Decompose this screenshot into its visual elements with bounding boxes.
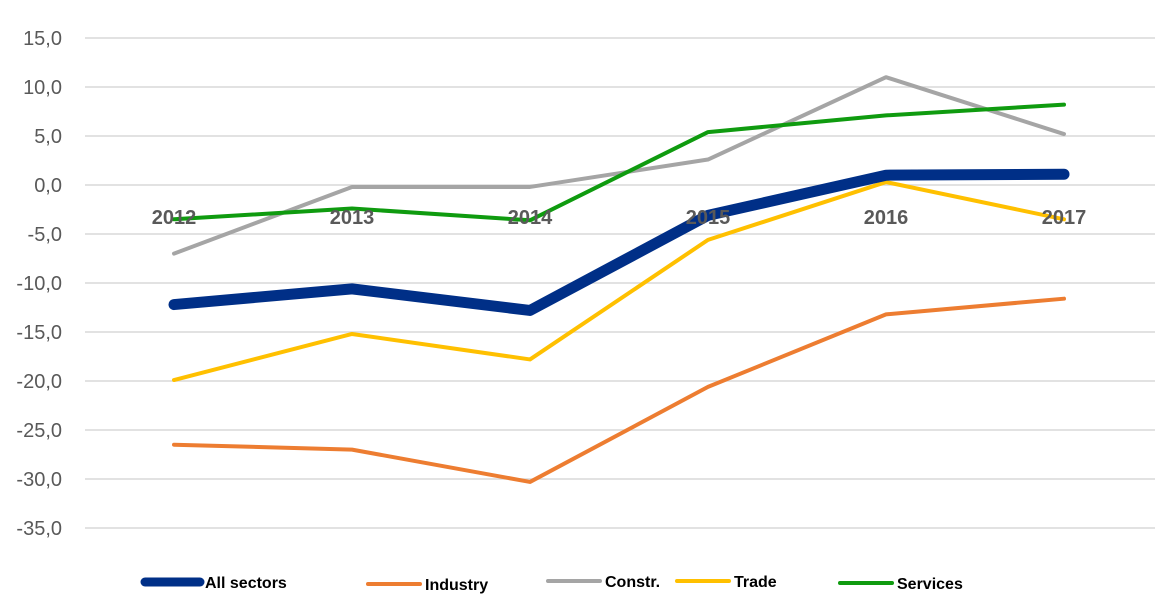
y-tick-label: 5,0 <box>34 126 62 148</box>
legend-label-constr: Constr. <box>605 574 660 591</box>
y-tick-label: -20,0 <box>16 371 62 393</box>
legend: All sectors Industry Constr. Trade Services <box>140 574 963 594</box>
legend-label-all-sectors: All sectors <box>205 575 287 592</box>
x-tick-label: 2015 <box>686 207 731 229</box>
y-tick-label: 10,0 <box>23 77 62 99</box>
series-line-all-sectors <box>168 168 1070 316</box>
x-axis-ticks: 2012 2013 2014 2015 2016 2017 <box>152 207 1087 229</box>
y-tick-label: -15,0 <box>16 322 62 344</box>
legend-label-services: Services <box>897 576 963 593</box>
series-lines <box>168 75 1070 484</box>
y-tick-label: 15,0 <box>23 28 62 50</box>
y-axis-ticks: 15,0 10,0 5,0 0,0 -5,0 -10,0 -15,0 -20,0 -25,0 -3… <box>16 28 62 540</box>
series-line-trade <box>172 180 1066 383</box>
y-tick-label: -35,0 <box>16 518 62 540</box>
series-line-industry <box>172 296 1066 484</box>
y-tick-label: -5,0 <box>28 224 62 246</box>
legend-label-industry: Industry <box>425 577 488 594</box>
x-tick-label: 2014 <box>508 207 553 229</box>
y-tick-label: 0,0 <box>34 175 62 197</box>
y-tick-label: -10,0 <box>16 273 62 295</box>
y-tick-label: -30,0 <box>16 469 62 491</box>
x-tick-label: 2016 <box>864 207 909 229</box>
series-line-constr <box>172 75 1066 256</box>
x-tick-label: 2013 <box>330 207 375 229</box>
x-tick-label: 2017 <box>1042 207 1087 229</box>
legend-label-trade: Trade <box>734 574 777 591</box>
y-tick-label: -25,0 <box>16 420 62 442</box>
gridlines <box>85 37 1155 529</box>
x-tick-label: 2012 <box>152 207 197 229</box>
series-line-services <box>172 102 1066 223</box>
